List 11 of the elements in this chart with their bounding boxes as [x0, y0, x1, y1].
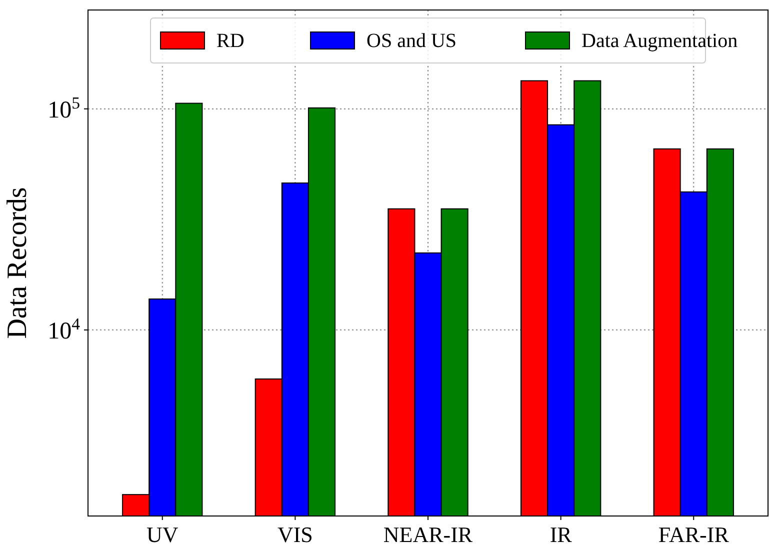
x-tick-label: IR: [550, 522, 572, 547]
x-tick-label: NEAR-IR: [383, 522, 473, 547]
legend-label: RD: [216, 30, 244, 52]
legend-label: Data Augmentation: [582, 30, 738, 52]
x-tick-label: VIS: [277, 522, 313, 547]
legend-label: OS and US: [366, 30, 457, 52]
y-tick-label: 10$^{5}$: [48, 92, 80, 124]
y-axis-title: Data Records: [2, 187, 33, 339]
x-tick-label: FAR-IR: [658, 522, 730, 547]
y-tick-label: 10$^{4}$: [48, 314, 81, 344]
x-tick-label: UV: [146, 522, 178, 547]
